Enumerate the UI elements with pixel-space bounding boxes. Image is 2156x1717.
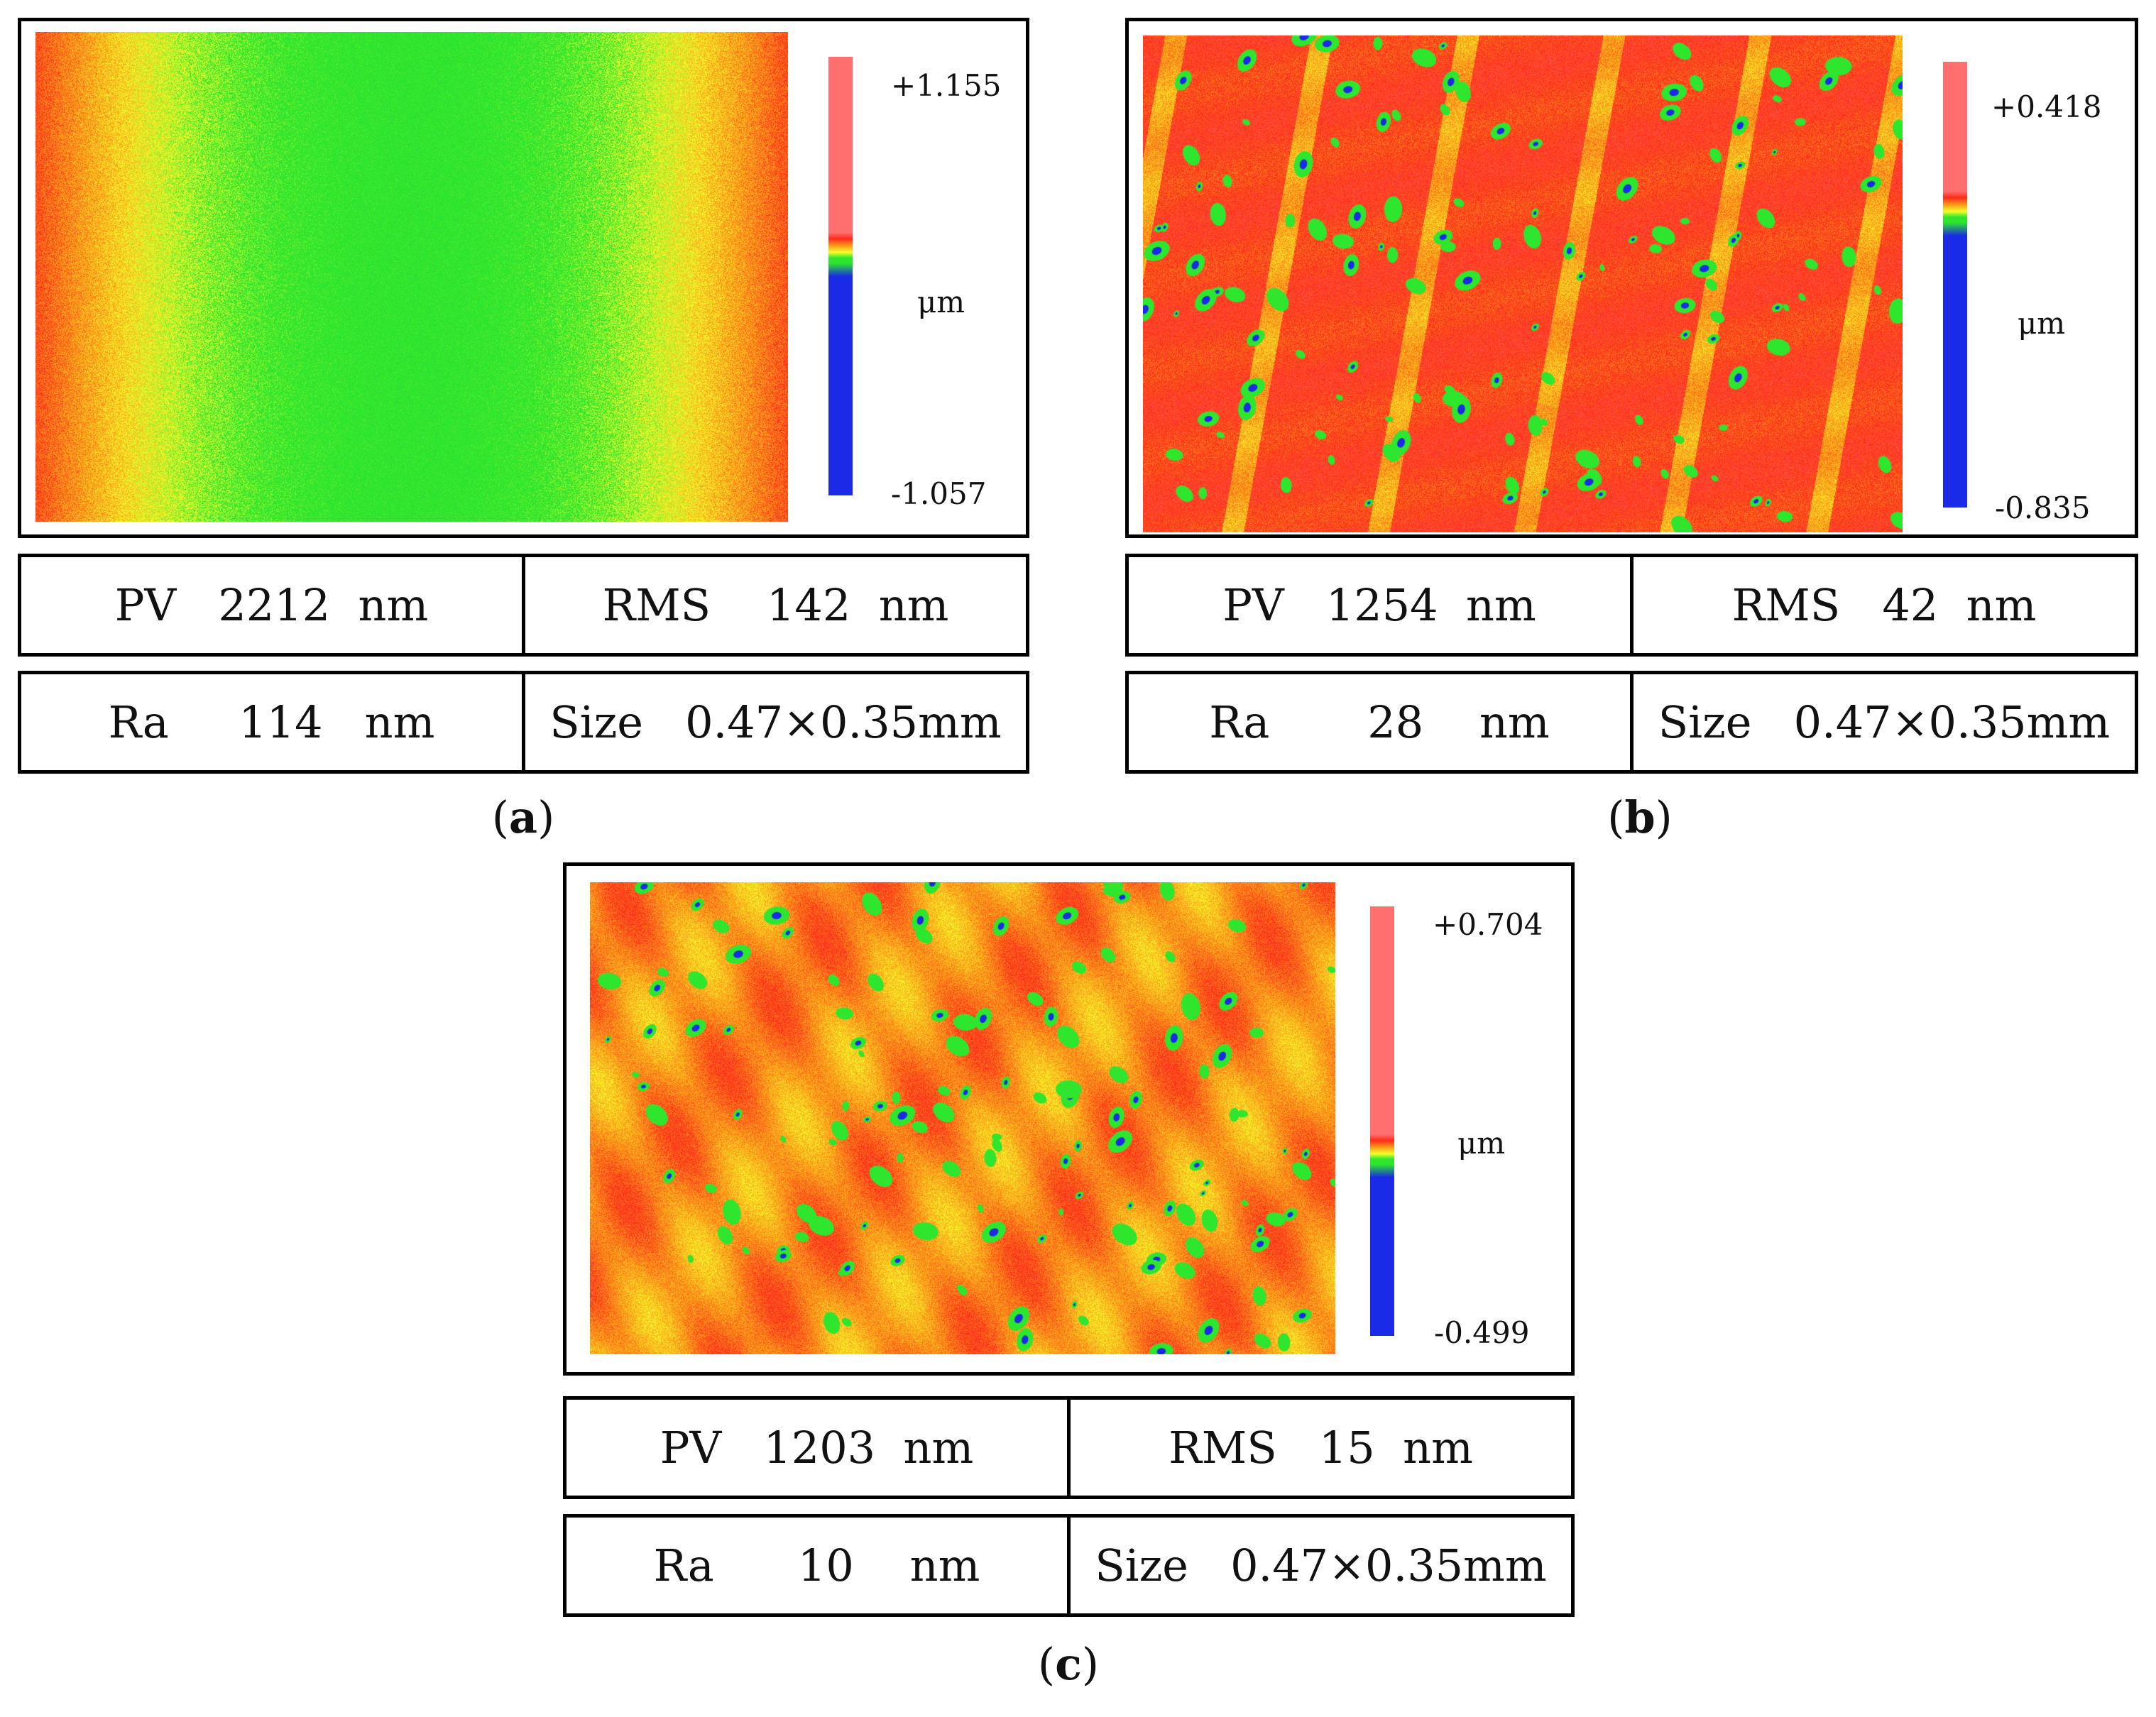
size-value-b: Size 0.47×0.35mm bbox=[1630, 674, 2135, 770]
colorbar-unit-label-a: μm bbox=[917, 285, 965, 319]
pv-value-a: PV 2212 nm bbox=[114, 579, 429, 631]
colorbar-unit-label-b: μm bbox=[2018, 306, 2066, 341]
stats-row-2-b: Ra 28 nm Size 0.47×0.35mm bbox=[1125, 671, 2138, 774]
ra-value-a: Ra 114 nm bbox=[108, 696, 435, 748]
caption-a: (a) bbox=[491, 791, 555, 843]
stats-row-1-c: PV 1203 nm RMS 15 nm bbox=[563, 1396, 1575, 1499]
caption-c: (c) bbox=[1037, 1638, 1100, 1690]
colorbar-max-label-c: +0.704 bbox=[1433, 907, 1543, 942]
surface-height-map-c bbox=[590, 882, 1335, 1354]
rms-value-c: RMS 15 nm bbox=[1067, 1400, 1571, 1496]
rms-value-b: RMS 42 nm bbox=[1630, 557, 2135, 653]
colorbar-b bbox=[1943, 62, 1967, 508]
colorbar-max-label-a: +1.155 bbox=[891, 68, 1002, 103]
stats-row-1-a: PV 2212 nm RMS 142 nm bbox=[18, 554, 1029, 657]
colorbar-min-label-c: -0.499 bbox=[1434, 1315, 1530, 1350]
colorbar-c bbox=[1370, 906, 1394, 1336]
panel-b: +0.418 μm -0.835 PV 1254 nm RMS 42 nm Ra… bbox=[1125, 18, 2138, 843]
stats-row-2-c: Ra 10 nm Size 0.47×0.35mm bbox=[563, 1514, 1575, 1617]
colorbar-unit-label-c: μm bbox=[1457, 1126, 1506, 1161]
stats-row-2-a: Ra 114 nm Size 0.47×0.35mm bbox=[18, 671, 1029, 774]
stats-row-1-b: PV 1254 nm RMS 42 nm bbox=[1125, 554, 2138, 657]
surface-height-map-a bbox=[35, 32, 788, 522]
surface-height-map-b bbox=[1143, 35, 1903, 532]
surface-map-frame-c: +0.704 μm -0.499 bbox=[563, 862, 1575, 1376]
pv-value-b: PV 1254 nm bbox=[1222, 579, 1536, 631]
ra-value-c: Ra 10 nm bbox=[653, 1540, 980, 1591]
colorbar-min-label-a: -1.057 bbox=[891, 476, 987, 511]
ra-value-b: Ra 28 nm bbox=[1209, 696, 1550, 748]
panel-c: +0.704 μm -0.499 PV 1203 nm RMS 15 nm Ra… bbox=[563, 862, 1575, 1714]
rms-value-a: RMS 142 nm bbox=[522, 557, 1026, 653]
pv-value-c: PV 1203 nm bbox=[660, 1422, 974, 1474]
caption-b: (b) bbox=[1607, 791, 1673, 843]
panel-a: +1.155 μm -1.057 PV 2212 nm RMS 142 nm R… bbox=[18, 18, 1029, 843]
surface-map-frame-a: +1.155 μm -1.057 bbox=[18, 18, 1029, 538]
surface-map-frame-b: +0.418 μm -0.835 bbox=[1125, 18, 2138, 538]
colorbar-min-label-b: -0.835 bbox=[1995, 490, 2091, 525]
size-value-c: Size 0.47×0.35mm bbox=[1067, 1518, 1571, 1613]
size-value-a: Size 0.47×0.35mm bbox=[522, 674, 1026, 770]
colorbar-max-label-b: +0.418 bbox=[1991, 89, 2102, 124]
colorbar-a bbox=[828, 57, 853, 495]
